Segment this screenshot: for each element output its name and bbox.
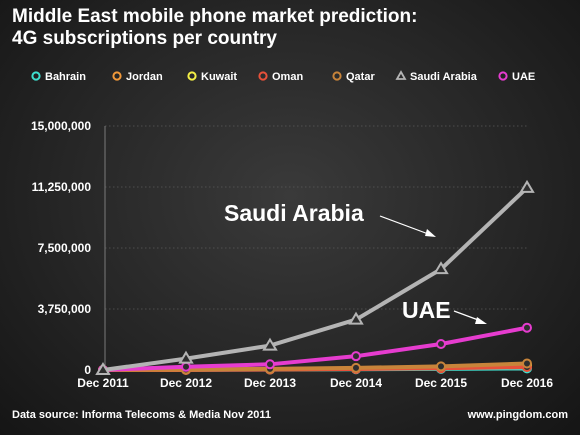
legend: Bahrain Jordan Kuwait Oman Qatar Saudi Arabia… bbox=[31, 70, 535, 83]
legend-label: Bahrain bbox=[45, 71, 86, 83]
annotation-saudi-arabia: Saudi Arabia bbox=[224, 200, 364, 226]
x-tick-label: Dec 2015 bbox=[415, 376, 467, 390]
legend-item: Jordan bbox=[112, 71, 163, 83]
series-line bbox=[101, 325, 529, 372]
series-line bbox=[101, 361, 529, 372]
legend-circle-marker bbox=[31, 71, 41, 81]
annotation-arrow-head bbox=[425, 229, 436, 237]
data-point bbox=[351, 362, 361, 373]
title-line-2: 4G subscriptions per country bbox=[12, 28, 277, 49]
series-saudi-arabia bbox=[95, 179, 535, 375]
title-line-1: Middle East mobile phone market predicti… bbox=[12, 6, 418, 27]
x-tick-label: Dec 2012 bbox=[160, 376, 212, 390]
data-point bbox=[351, 351, 361, 362]
legend-triangle-marker bbox=[395, 70, 407, 80]
legend-item: UAE bbox=[498, 71, 535, 83]
data-point bbox=[436, 361, 446, 372]
legend-circle-marker bbox=[258, 71, 268, 81]
legend-item: Oman bbox=[258, 71, 303, 83]
x-tick-label: Dec 2011 bbox=[77, 376, 129, 390]
legend-item: Qatar bbox=[332, 71, 375, 83]
legend-circle-marker bbox=[498, 71, 508, 81]
y-tick-label: 11,250,000 bbox=[32, 180, 92, 194]
legend-item: Saudi Arabia bbox=[395, 70, 478, 83]
x-tick-label: Dec 2013 bbox=[244, 376, 296, 390]
x-tick-label: Dec 2014 bbox=[330, 376, 382, 390]
legend-item: Bahrain bbox=[31, 71, 86, 83]
annotation-uae: UAE bbox=[402, 297, 451, 323]
series-line bbox=[101, 185, 529, 372]
gridlines bbox=[105, 125, 528, 310]
data-point bbox=[181, 361, 191, 372]
legend-label: UAE bbox=[512, 71, 535, 83]
legend-label: Kuwait bbox=[201, 71, 237, 83]
website-credit: www.pingdom.com bbox=[467, 409, 568, 421]
data-point bbox=[436, 338, 446, 349]
x-tick-label: Dec 2016 bbox=[501, 376, 553, 390]
data-point bbox=[522, 322, 532, 333]
legend-label: Qatar bbox=[346, 71, 375, 83]
y-tick-label: 15,000,000 bbox=[31, 119, 91, 133]
legend-item: Kuwait bbox=[187, 71, 237, 83]
legend-label: Jordan bbox=[126, 71, 163, 83]
annotation-arrow-head bbox=[475, 317, 487, 324]
data-point bbox=[433, 261, 449, 275]
data-point bbox=[265, 359, 275, 370]
annotation-arrow-line bbox=[379, 215, 432, 236]
chart-title: Middle East mobile phone market predicti… bbox=[12, 6, 417, 50]
y-tick-label: 0 bbox=[84, 363, 91, 377]
legend-circle-marker bbox=[112, 71, 122, 81]
legend-circle-marker bbox=[187, 71, 197, 81]
data-point bbox=[522, 358, 532, 369]
legend-label: Oman bbox=[272, 71, 303, 83]
data-point bbox=[178, 350, 194, 364]
data-point bbox=[348, 311, 364, 325]
data-point bbox=[519, 179, 535, 193]
annotations: Saudi Arabia UAE bbox=[224, 200, 487, 324]
data-source: Data source: Informa Telecoms & Media No… bbox=[12, 409, 271, 421]
legend-label: Saudi Arabia bbox=[410, 71, 478, 83]
x-tick-labels: Dec 2011 Dec 2012 Dec 2013 Dec 2014 Dec 2015… bbox=[77, 376, 553, 390]
y-tick-label: 3,750,000 bbox=[38, 302, 92, 316]
legend-circle-marker bbox=[332, 71, 342, 81]
data-point bbox=[95, 362, 111, 375]
y-tick-label: 7,500,000 bbox=[38, 241, 92, 255]
data-point bbox=[262, 337, 278, 351]
y-tick-labels: 0 3,750,000 7,500,000 11,250,000 15,000,000 bbox=[31, 119, 91, 377]
